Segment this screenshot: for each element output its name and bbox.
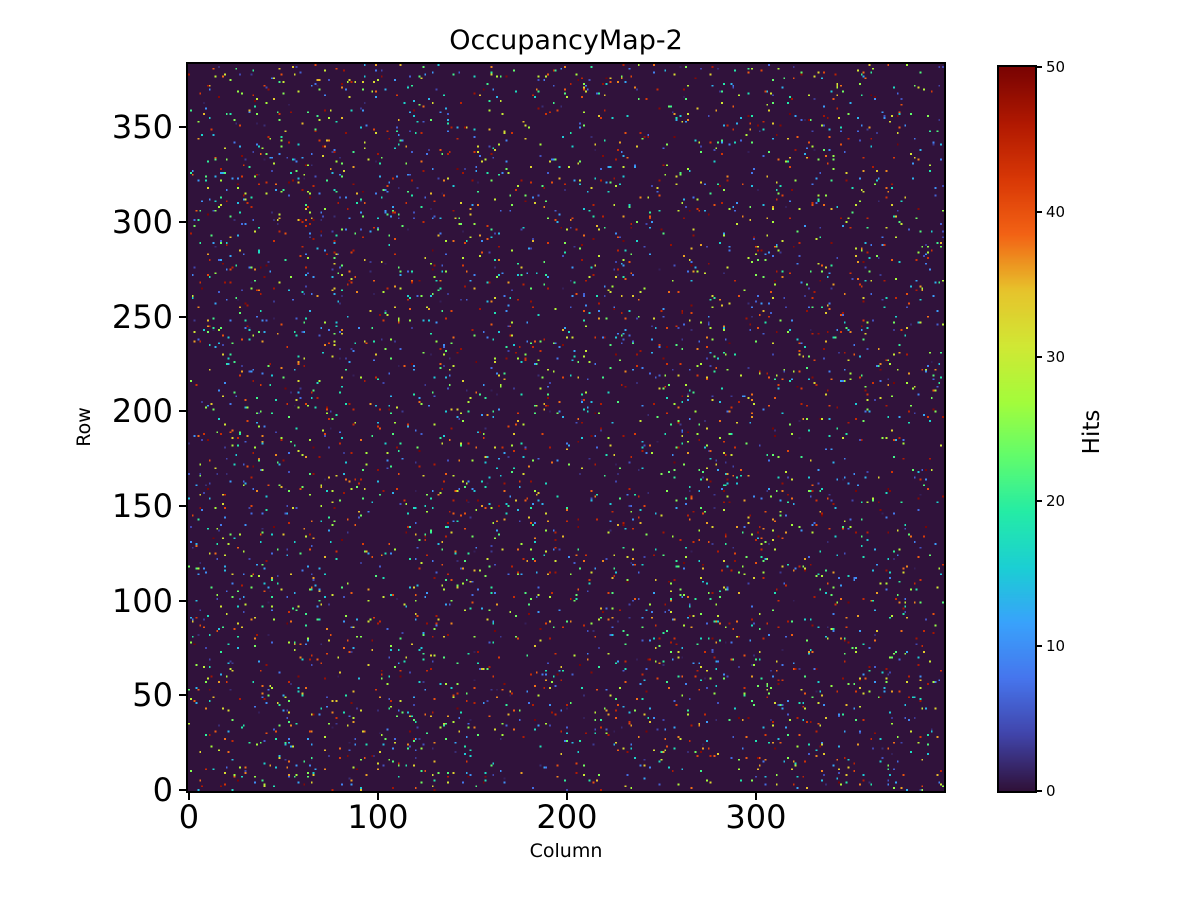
colorbar-tick-mark xyxy=(1037,66,1042,68)
colorbar-tick-mark xyxy=(1037,500,1042,503)
y-tick-label: 300 xyxy=(111,203,173,242)
colorbar-tick-mark xyxy=(1037,645,1042,648)
y-tick-mark xyxy=(179,410,186,413)
y-tick-mark xyxy=(179,505,186,508)
y-tick-label: 100 xyxy=(111,581,173,620)
y-tick-label: 350 xyxy=(111,108,173,147)
x-tick-label: 0 xyxy=(178,798,200,836)
y-tick-mark xyxy=(179,315,186,318)
y-tick-label: 250 xyxy=(111,297,173,336)
heatmap-canvas xyxy=(188,64,944,791)
y-tick-label: 0 xyxy=(152,771,173,810)
y-tick-mark xyxy=(179,599,186,602)
y-tick-label: 200 xyxy=(111,392,173,431)
colorbar-tick-mark xyxy=(1037,210,1042,213)
y-tick-label: 50 xyxy=(132,676,173,715)
colorbar-tick-label: 0 xyxy=(1046,782,1056,800)
y-tick-mark xyxy=(179,126,186,129)
colorbar-tick-mark xyxy=(1037,355,1042,358)
colorbar-tick-mark xyxy=(1037,790,1042,792)
x-tick-mark xyxy=(754,793,757,800)
y-tick-mark xyxy=(179,694,186,697)
chart-title: OccupancyMap-2 xyxy=(449,25,683,56)
colorbar-tick-label: 10 xyxy=(1046,637,1066,656)
colorbar-tick-label: 20 xyxy=(1046,492,1066,511)
x-axis-label: Column xyxy=(529,840,603,862)
colorbar-tick-label: 30 xyxy=(1046,347,1066,366)
y-tick-mark xyxy=(179,789,186,792)
colorbar-label: Hits xyxy=(1079,409,1105,455)
x-tick-mark xyxy=(187,793,190,800)
y-tick-mark xyxy=(179,221,186,224)
heatmap-plot-area xyxy=(186,62,946,793)
colorbar-tick-label: 40 xyxy=(1046,202,1066,221)
x-tick-mark xyxy=(376,793,379,800)
x-tick-label: 200 xyxy=(536,798,598,836)
x-tick-label: 300 xyxy=(725,798,787,836)
x-tick-label: 100 xyxy=(347,798,409,836)
colorbar-tick-label: 50 xyxy=(1046,58,1066,76)
y-tick-label: 150 xyxy=(111,487,173,526)
colorbar-gradient-canvas xyxy=(999,67,1035,791)
x-tick-mark xyxy=(565,793,568,800)
colorbar xyxy=(997,65,1037,793)
